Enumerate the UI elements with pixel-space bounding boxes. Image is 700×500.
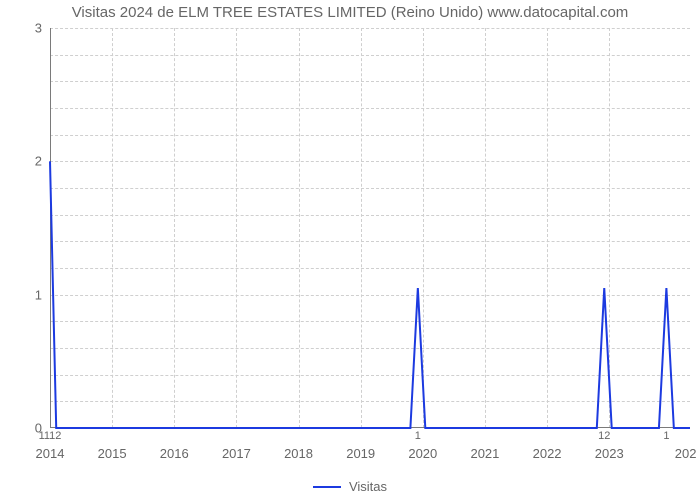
x-tick-label: 2019: [346, 446, 375, 461]
x-tick-label: 2021: [470, 446, 499, 461]
chart-title: Visitas 2024 de ELM TREE ESTATES LIMITED…: [0, 4, 700, 21]
plot-area: [50, 28, 690, 428]
value-label: 1: [663, 430, 669, 442]
x-tick-label: 2023: [595, 446, 624, 461]
value-label: 1: [415, 430, 421, 442]
x-tick-label: 202: [675, 446, 697, 461]
legend-swatch: [313, 486, 341, 488]
series-line: [50, 28, 690, 428]
x-tick-label: 2018: [284, 446, 313, 461]
x-tick-label: 2022: [533, 446, 562, 461]
x-tick-label: 2014: [36, 446, 65, 461]
legend-label: Visitas: [349, 479, 387, 494]
value-label: 1112: [39, 430, 62, 442]
y-tick-label: 3: [35, 21, 42, 36]
x-tick-label: 2020: [408, 446, 437, 461]
chart-legend: Visitas: [0, 478, 700, 494]
value-label: 12: [598, 430, 610, 442]
x-tick-label: 2016: [160, 446, 189, 461]
x-tick-label: 2017: [222, 446, 251, 461]
y-tick-label: 2: [35, 154, 42, 169]
x-tick-label: 2015: [98, 446, 127, 461]
visits-chart: Visitas 2024 de ELM TREE ESTATES LIMITED…: [0, 0, 700, 500]
y-tick-label: 1: [35, 287, 42, 302]
